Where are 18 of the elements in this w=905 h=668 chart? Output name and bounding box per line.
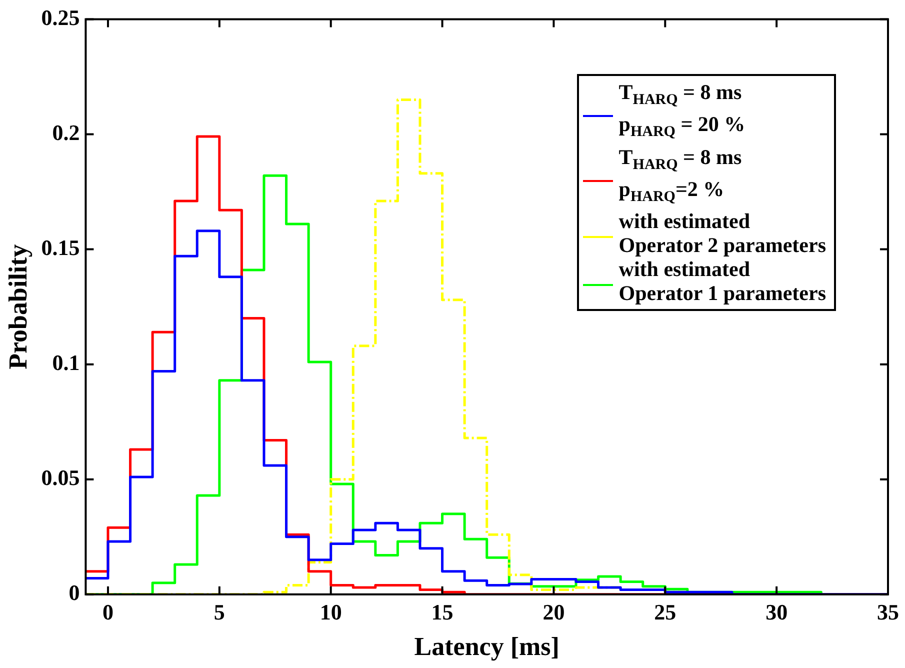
x-tick-label: 10 (320, 599, 342, 624)
x-tick-label: 15 (431, 599, 454, 624)
x-tick-label: 30 (766, 599, 788, 624)
y-tick-label: 0 (68, 580, 80, 606)
x-tick-label: 35 (877, 599, 899, 624)
y-tick-label: 0.2 (52, 120, 80, 145)
x-axis-title: Latency [ms] (414, 632, 560, 662)
legend-label: with estimated Operator 1 parameters (618, 256, 826, 305)
x-tick-label: 0 (102, 599, 114, 624)
x-tick-label: 20 (542, 599, 565, 624)
y-tick-label: 0.25 (41, 4, 80, 30)
x-tick-label: 5 (214, 599, 225, 624)
y-axis-title: Probability (3, 244, 32, 370)
x-tick-label: 25 (654, 599, 676, 624)
y-tick-label: 0.1 (52, 350, 80, 376)
y-tick-label: 0.15 (41, 234, 80, 260)
y-tick-label: 0.05 (41, 465, 80, 490)
text: T$_{HARQ}$ = 8 ms p$_{HARQ}$ = 20 % (618, 80, 746, 141)
